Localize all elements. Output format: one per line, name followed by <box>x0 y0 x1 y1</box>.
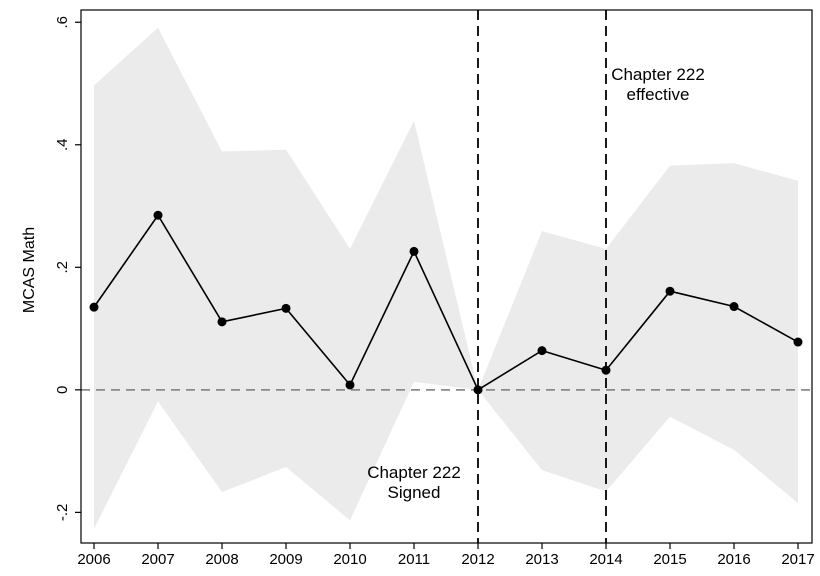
x-tick-label: 2013 <box>525 551 558 568</box>
x-tick-label: 2008 <box>205 551 238 568</box>
data-point <box>153 210 163 220</box>
y-tick-label: .2 <box>54 261 71 274</box>
event-annotation-line: Signed <box>388 483 441 502</box>
x-tick-label: 2017 <box>781 551 814 568</box>
y-tick-label: .6 <box>54 16 71 29</box>
x-tick-label: 2012 <box>461 551 494 568</box>
series-line <box>93 213 799 391</box>
x-tick-label: 2011 <box>398 551 430 568</box>
event-annotation-line: Chapter 222 <box>611 65 705 84</box>
x-tick-label: 2014 <box>589 551 622 568</box>
data-point <box>473 385 483 395</box>
y-tick-label: 0 <box>54 386 71 394</box>
data-point <box>345 380 355 390</box>
axes: -.2 0 .2 .4 .6 2006 2007 2008 2009 2010 2011 2012 20… <box>54 9 815 568</box>
data-point <box>665 286 675 296</box>
data-point <box>537 346 547 356</box>
confidence-band <box>94 27 798 529</box>
event-annotation-line: effective <box>626 85 689 104</box>
data-point <box>89 302 99 312</box>
data-point <box>793 337 803 347</box>
x-tick-label: 2016 <box>717 551 750 568</box>
data-point <box>409 246 419 256</box>
x-tick-label: 2015 <box>653 551 686 568</box>
y-axis-label: MCAS Math <box>21 227 38 313</box>
data-point <box>217 317 227 327</box>
x-tick-label: 2009 <box>269 551 302 568</box>
data-point <box>281 303 291 313</box>
y-tick-label: .4 <box>54 139 71 152</box>
plot-frame <box>80 9 813 544</box>
y-tick-label: -.2 <box>54 504 71 522</box>
data-point <box>601 365 611 375</box>
data-point <box>729 302 739 312</box>
x-tick-label: 2010 <box>333 551 366 568</box>
event-annotation-line: Chapter 222 <box>367 463 461 482</box>
x-tick-label: 2006 <box>77 551 110 568</box>
x-tick-label: 2007 <box>141 551 174 568</box>
